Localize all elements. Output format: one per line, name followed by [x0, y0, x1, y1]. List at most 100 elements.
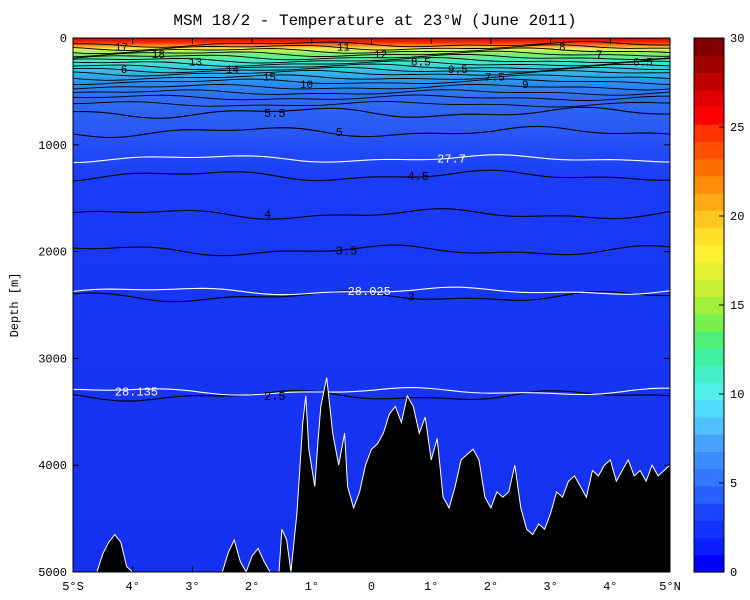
colorbar-swatch [694, 348, 724, 366]
colorbar-swatch [694, 485, 724, 504]
colorbar-tick-label: 5 [730, 477, 737, 491]
upper-ocean-label: 17 [115, 43, 128, 55]
isotherm-line [73, 290, 670, 303]
colorbar-swatch [694, 158, 724, 177]
density-contour-line [73, 154, 670, 164]
x-tick-label: 5°S [62, 580, 84, 594]
isotherm-line [73, 389, 670, 402]
x-tick-label: 1° [305, 580, 319, 594]
upper-isotherm-line [73, 100, 670, 108]
colorbar-swatch [694, 175, 724, 194]
y-tick-label: 1000 [38, 139, 67, 153]
colorbar-tick-label: 10 [730, 388, 744, 402]
colorbar-swatch [694, 313, 724, 332]
upper-isotherm-line [73, 47, 670, 55]
isotherm-contours [73, 106, 670, 402]
upper-isotherm-line [73, 83, 670, 91]
upper-ocean-label: 6.5 [633, 57, 653, 69]
upper-ocean-label: 10 [300, 80, 313, 92]
upper-isotherm-line [73, 50, 670, 58]
upper-isotherm-line [73, 89, 670, 96]
isotherm-label: 3.5 [336, 245, 358, 259]
y-tick-label: 2000 [38, 246, 67, 260]
colorbar-tick-label: 0 [730, 566, 737, 580]
y-tick-label: 4000 [38, 459, 67, 473]
upper-ocean-label: 15 [263, 72, 276, 84]
colorbar-swatch [694, 399, 724, 418]
isotherm-line [73, 125, 670, 139]
upper-ocean-label: 9 [522, 80, 529, 92]
upper-ocean-label: 18 [152, 50, 165, 62]
upper-ocean-label: 8.5 [411, 57, 431, 69]
x-tick-label: 1° [424, 580, 438, 594]
upper-ocean-label: 7.5 [485, 72, 505, 84]
upper-ocean-label: 13 [189, 57, 202, 69]
upper-ocean-label: 6 [121, 65, 128, 77]
colorbar-tick-label: 15 [730, 299, 744, 313]
y-axis-label: Depth [m] [8, 273, 22, 338]
isotherm-label: 5 [336, 126, 343, 140]
x-tick-label: 5°N [659, 580, 681, 594]
colorbar-tick-label: 25 [730, 121, 744, 135]
density-label: 28.025 [348, 285, 391, 299]
upper-ocean-label: 14 [226, 65, 240, 77]
isotherm-line [73, 208, 670, 220]
isotherm-label: 4.5 [407, 170, 429, 184]
bathymetry-seafloor [73, 377, 670, 572]
colorbar-tick-label: 20 [730, 210, 744, 224]
isotherm-line [73, 106, 670, 119]
upper-ocean-label: 8 [559, 43, 566, 55]
colorbar-swatch [694, 296, 724, 315]
y-tick-label: 0 [60, 32, 67, 46]
colorbar-swatch [694, 330, 724, 349]
isotherm-label: 5.5 [264, 107, 286, 121]
colorbar-swatch [694, 434, 724, 452]
upper-ocean-label: 9.5 [448, 65, 468, 77]
upper-isotherm-line [73, 63, 670, 70]
upper-ocean-labels: 17 18 13 14 15 10 11 12 8.5 9.5 7.5 9 8 7 6.5 6 [115, 43, 653, 92]
upper-isotherm-line [73, 66, 670, 74]
density-label: 28.135 [115, 386, 158, 400]
upper-ocean-label: 7 [596, 50, 603, 62]
upper-isotherm-line [73, 53, 670, 61]
colorbar-swatch [694, 227, 724, 246]
x-tick-label: 3° [185, 580, 199, 594]
x-tick-label: 3° [543, 580, 557, 594]
x-tick-label: 2° [484, 580, 498, 594]
upper-isotherm-line [73, 74, 670, 81]
colorbar-swatch [694, 261, 724, 280]
colorbar-swatch [694, 279, 724, 297]
upper-ocean-label: 11 [337, 43, 351, 55]
chart-title: MSM 18/2 - Temperature at 23°W (June 201… [173, 12, 576, 30]
isotherm-labels: 5.5 5 4.5 4 3.5 3 2.5 [264, 107, 429, 404]
colorbar: 0 5 10 15 20 25 30 [693, 32, 744, 580]
colorbar-swatch [694, 520, 724, 539]
upper-isotherm-line [73, 41, 670, 48]
colorbar-swatch [694, 382, 724, 401]
colorbar-swatch [694, 244, 724, 263]
x-tick-label: 2° [245, 580, 259, 594]
density-labels: 27.7 28.025 28.135 [115, 153, 466, 400]
colorbar-swatch [694, 503, 724, 521]
upper-ocean-label: 12 [374, 50, 387, 62]
x-axis: 5°S 4° 3° 2° 1° 0 1° 2° 3° 4° 5°N [62, 38, 681, 594]
upper-isotherm-line [73, 57, 670, 64]
isotherm-line [73, 169, 670, 182]
upper-isotherm-line [73, 78, 670, 86]
isotherm-line [73, 244, 670, 257]
colorbar-swatch [694, 141, 724, 160]
density-label: 27.7 [437, 153, 466, 167]
colorbar-tick-label: 30 [730, 32, 744, 46]
isotherm-label: 2.5 [264, 390, 286, 404]
upper-isotherm-line [73, 44, 670, 51]
colorbar-swatch [694, 106, 724, 125]
colorbar-swatch [694, 210, 724, 229]
colorbar-swatch [694, 89, 724, 108]
colorbar-swatch [694, 193, 724, 211]
colorbar-swatch [694, 38, 724, 56]
colorbar-swatch [694, 72, 724, 91]
upper-ocean-isotherms [73, 41, 670, 108]
upper-isotherm-line [73, 70, 670, 77]
